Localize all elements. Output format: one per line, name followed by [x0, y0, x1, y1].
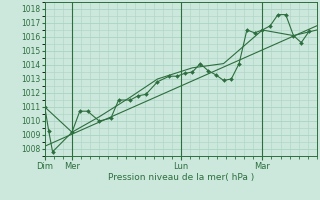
X-axis label: Pression niveau de la mer( hPa ): Pression niveau de la mer( hPa ): [108, 173, 254, 182]
